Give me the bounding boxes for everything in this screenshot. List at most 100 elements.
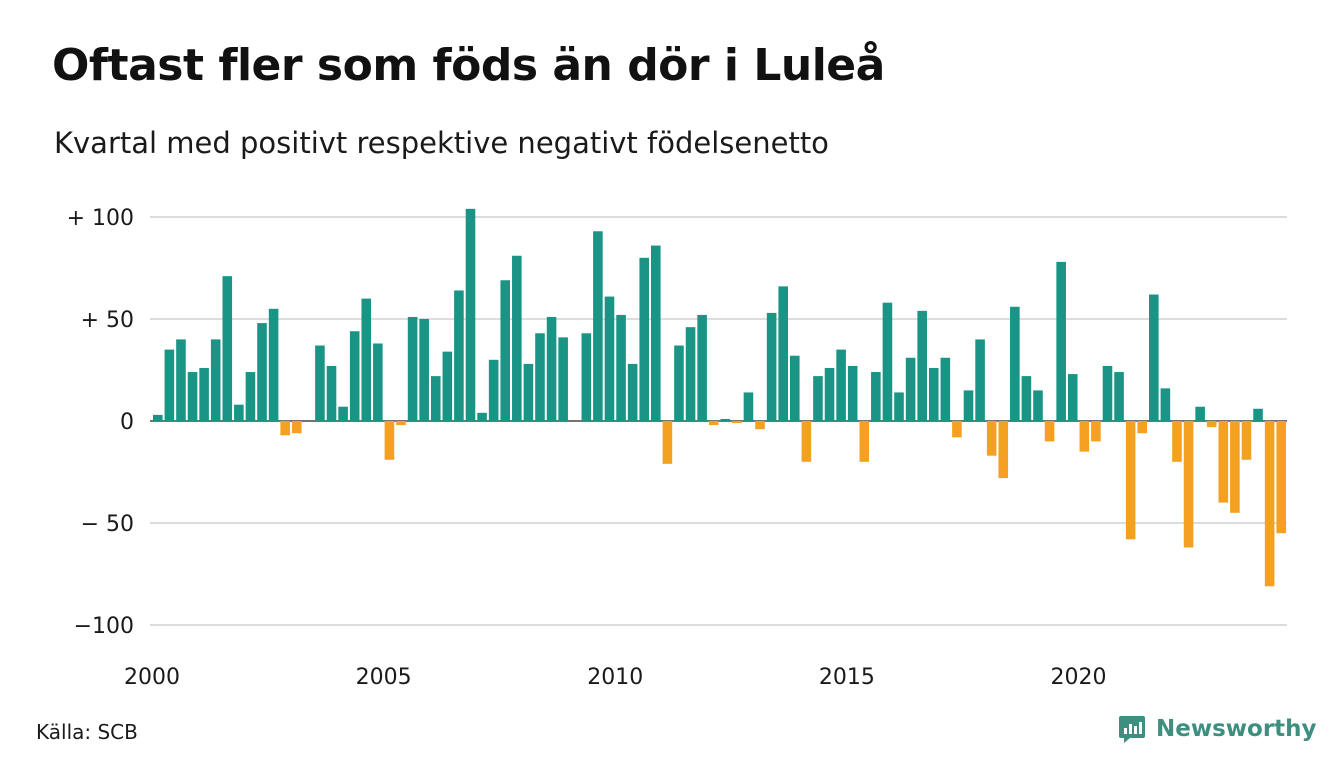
bar — [801, 421, 812, 462]
bar — [268, 308, 279, 421]
bar — [952, 421, 962, 438]
y-tick-label: + 50 — [81, 308, 134, 333]
bar — [674, 345, 684, 421]
bar — [454, 290, 464, 421]
bar — [871, 372, 881, 421]
bar — [836, 349, 846, 421]
bar — [326, 365, 337, 421]
source-note: Källa: SCB — [36, 720, 138, 744]
y-tick-label: − 50 — [81, 512, 134, 537]
bar — [245, 372, 256, 421]
bar — [1056, 261, 1066, 421]
bar — [593, 231, 603, 421]
bar — [975, 339, 985, 421]
newsworthy-logo-icon — [1119, 716, 1145, 743]
bar — [1102, 365, 1113, 421]
x-tick-label: 2020 — [1051, 665, 1107, 690]
bar — [1276, 421, 1286, 534]
bar — [1044, 421, 1055, 442]
bar — [176, 339, 186, 421]
bar — [685, 327, 696, 421]
bar — [1114, 372, 1124, 421]
brand-logo[interactable]: Newsworthy — [1118, 714, 1317, 744]
bar — [604, 296, 615, 421]
bar — [905, 357, 916, 421]
x-tick-label: 2005 — [356, 665, 412, 690]
bar — [1079, 421, 1090, 452]
y-tick-label: 0 — [120, 410, 134, 435]
bar — [234, 404, 244, 421]
bar — [465, 208, 476, 421]
bar — [998, 421, 1009, 479]
bar — [813, 376, 823, 421]
bar — [928, 367, 939, 421]
bar — [210, 339, 221, 421]
bar — [1149, 294, 1159, 421]
bar — [222, 276, 233, 421]
bar — [535, 333, 545, 421]
bar — [1241, 421, 1252, 460]
x-tick-label: 2010 — [587, 665, 643, 690]
bar — [187, 372, 198, 421]
bar — [616, 314, 626, 421]
brand-name: Newsworthy — [1156, 716, 1317, 742]
bar — [512, 255, 522, 421]
bar — [1160, 388, 1171, 421]
bar — [477, 412, 487, 421]
bar — [1021, 376, 1032, 421]
bar — [396, 421, 406, 426]
bar — [361, 298, 372, 421]
bar — [407, 316, 418, 421]
y-axis-ticks: + 100 + 50 0 − 50 −100 — [67, 206, 134, 639]
chart-title: Oftast fler som föds än dör i Luleå — [52, 40, 885, 91]
bar — [1264, 421, 1275, 587]
bar — [708, 421, 719, 426]
bar — [291, 421, 302, 434]
bar — [651, 245, 661, 421]
bar — [720, 418, 731, 421]
bar — [662, 421, 673, 464]
y-tick-label: + 100 — [67, 206, 134, 231]
bar — [500, 280, 511, 421]
bar — [153, 414, 163, 421]
bar — [986, 421, 997, 456]
bar — [859, 421, 870, 462]
bar — [743, 392, 754, 421]
bar — [1067, 374, 1078, 421]
bar — [488, 359, 499, 421]
bar — [1033, 390, 1043, 421]
bar — [349, 331, 360, 421]
bar — [523, 363, 534, 421]
bar — [1253, 408, 1263, 421]
bar — [1125, 421, 1136, 540]
bar — [940, 357, 951, 421]
bar — [280, 421, 290, 436]
bar — [1172, 421, 1182, 462]
bar — [257, 323, 267, 421]
bar — [824, 367, 835, 421]
x-axis-ticks: 2000 2005 2010 2015 2020 — [124, 665, 1107, 690]
bar — [442, 351, 453, 421]
bar — [1183, 421, 1194, 548]
bar — [778, 286, 788, 421]
bar — [1137, 421, 1148, 434]
bar — [1230, 421, 1240, 513]
bar — [627, 363, 638, 421]
x-tick-label: 2000 — [124, 665, 180, 690]
bar — [384, 421, 395, 460]
chart-subtitle: Kvartal med positivt respektive negativt… — [54, 126, 829, 160]
bar — [373, 343, 383, 421]
y-tick-label: −100 — [74, 614, 134, 639]
bar — [199, 367, 209, 421]
bar — [917, 310, 927, 421]
bar — [963, 390, 974, 421]
bar — [1195, 406, 1205, 421]
bar — [732, 421, 742, 424]
bar — [882, 302, 893, 421]
bars — [153, 208, 1286, 587]
bar — [315, 345, 325, 421]
bar — [789, 355, 800, 421]
bar — [755, 421, 765, 430]
bar — [581, 333, 592, 421]
bar — [1206, 421, 1217, 428]
